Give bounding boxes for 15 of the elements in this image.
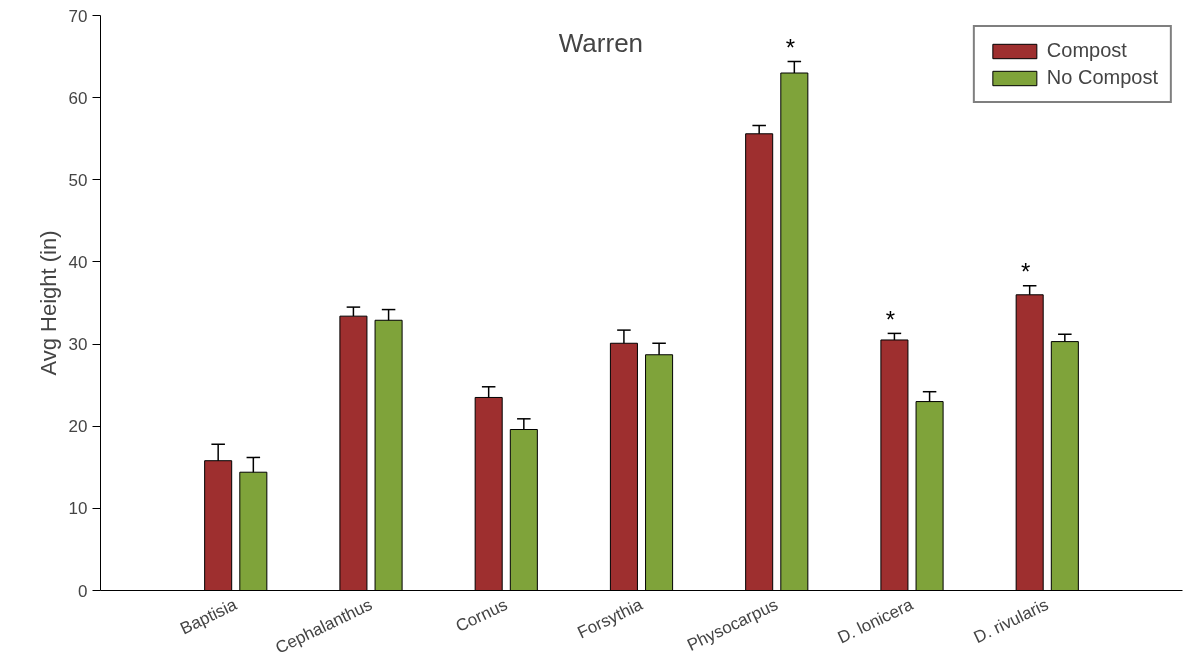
y-tick-label: 20	[68, 417, 88, 437]
y-axis-title: Avg Height (in)	[35, 230, 61, 376]
legend-label: Compost	[1046, 39, 1127, 62]
y-tick-label: 50	[68, 170, 88, 190]
y-tick-label: 0	[78, 581, 88, 601]
y-tick-label: 60	[68, 88, 88, 108]
y-tick-label: 40	[68, 252, 88, 272]
text: Warren	[558, 27, 644, 58]
y-tick-label: 70	[68, 6, 88, 26]
y-tick-label: 30	[68, 335, 88, 355]
annotation: *	[1021, 258, 1031, 286]
annotation: *	[785, 34, 796, 61]
annotation: *	[885, 305, 896, 333]
legend-label: No Compost	[1046, 66, 1158, 89]
y-tick-label: 10	[68, 499, 88, 519]
